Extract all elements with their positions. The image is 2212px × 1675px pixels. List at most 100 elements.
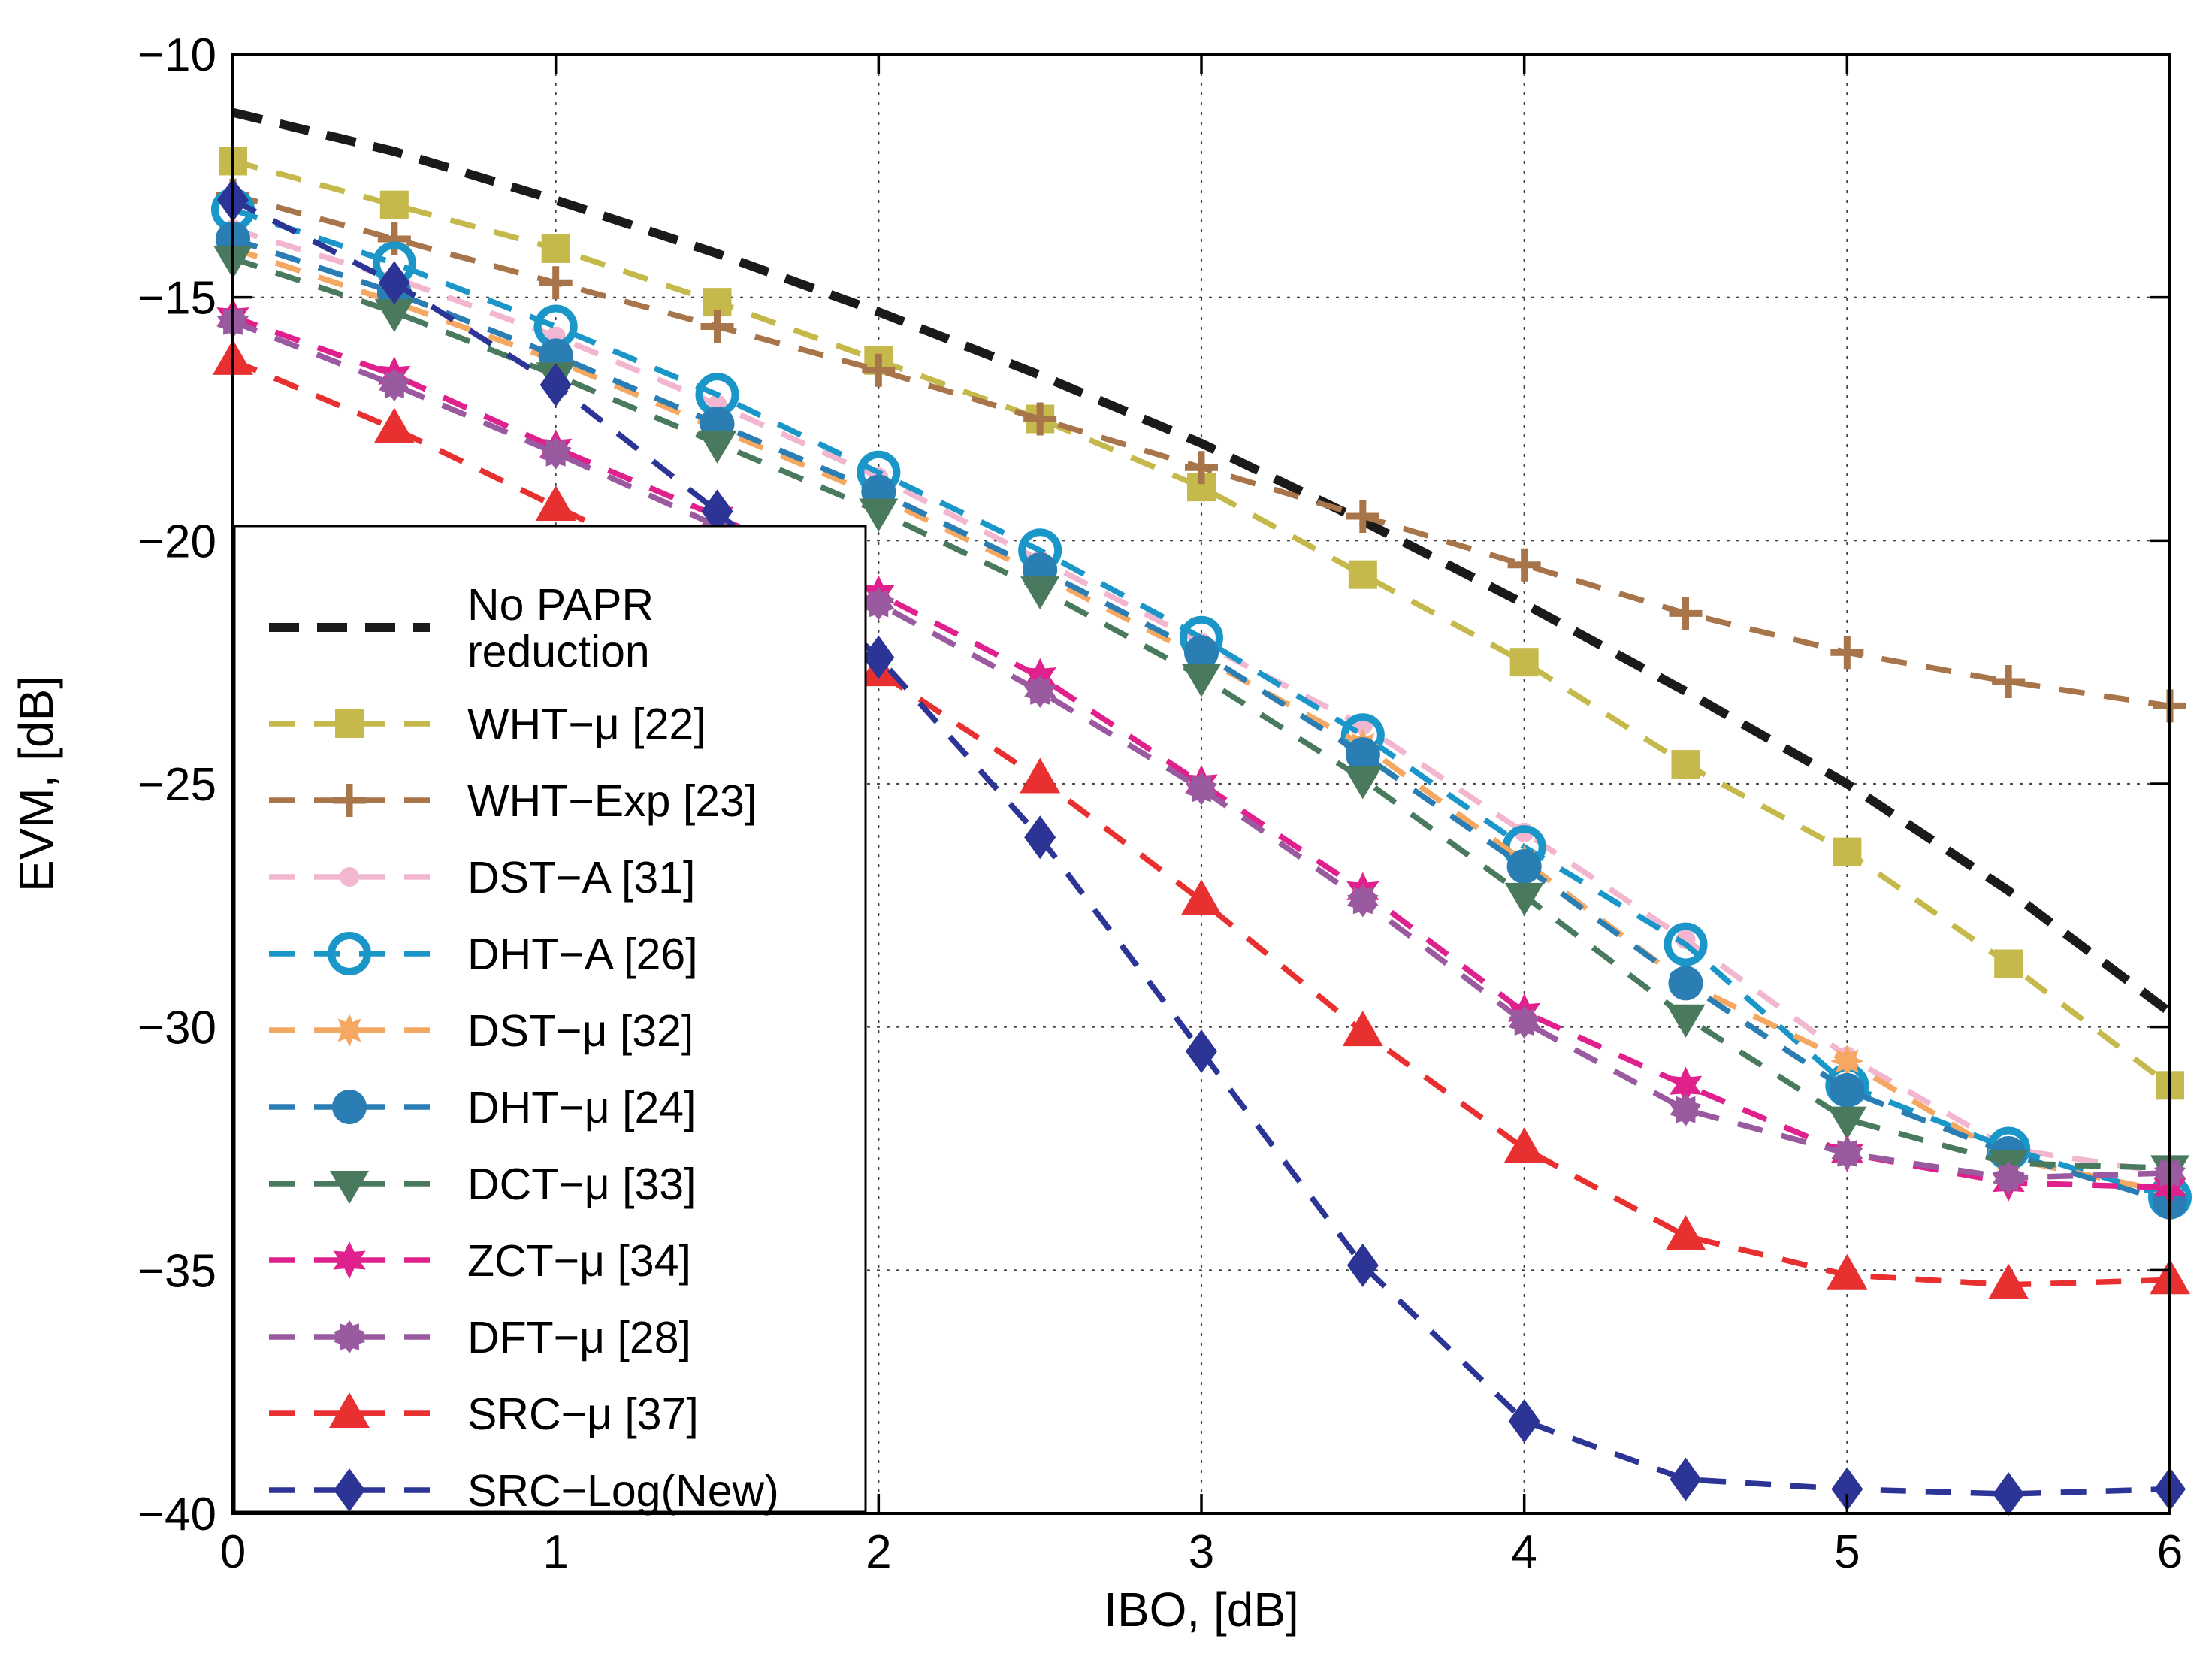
data-point: [1342, 1011, 1383, 1047]
data-point: [1503, 1127, 1545, 1163]
series-no-papr-reduction: [231, 107, 2173, 1016]
y-tick-label: −35: [137, 1245, 216, 1297]
data-point: [1831, 1137, 1863, 1170]
data-point: [859, 498, 899, 532]
data-point: [541, 234, 570, 263]
legend-label: DST−A [31]: [467, 853, 695, 903]
legend-label: WHT−μ [22]: [467, 700, 706, 749]
x-axis-label: IBO, [dB]: [1104, 1583, 1299, 1637]
legend-box: [233, 525, 867, 1513]
legend-marker: [328, 932, 371, 975]
data-point: [1020, 576, 1060, 610]
x-tick-label: 3: [1189, 1526, 1214, 1578]
data-point: [863, 587, 895, 621]
legend-entry-wht-exp-23: WHT−Exp [23]: [269, 776, 757, 826]
data-point: [1186, 1029, 1217, 1074]
data-point: [862, 353, 896, 387]
legend-label: DST−μ [32]: [467, 1006, 694, 1056]
data-point: [1669, 597, 1703, 630]
legend-label: SRC−Log(New): [467, 1466, 779, 1516]
data-point: [539, 363, 572, 407]
y-tick-label: −10: [137, 29, 216, 81]
data-point: [1670, 1093, 1702, 1126]
data-point: [1020, 757, 1061, 794]
legend-entry-src-37: SRC−μ [37]: [269, 1389, 699, 1439]
legend-marker: [330, 1171, 369, 1204]
legend-label: DCT−μ [33]: [467, 1159, 697, 1209]
legend-label: ZCT−μ [34]: [467, 1236, 691, 1286]
legend-marker: [333, 784, 366, 817]
data-point: [1827, 1106, 1867, 1140]
data-point: [1186, 772, 1217, 806]
x-tick-labels: 0 1 2 3 4 5 6: [220, 1526, 2183, 1578]
series-src-log-new: [217, 178, 2186, 1516]
data-point: [1830, 1072, 1865, 1108]
legend-label: WHT−Exp [23]: [467, 776, 757, 826]
legend-marker: [333, 1241, 366, 1279]
legend-entry-dft-28: DFT−μ [28]: [269, 1313, 691, 1362]
data-point: [1507, 548, 1541, 582]
data-point: [1668, 966, 1703, 1001]
data-point: [1831, 1467, 1863, 1511]
data-point: [1993, 1472, 2025, 1516]
data-point: [1664, 922, 1708, 966]
legend-label: DHT−A [26]: [467, 930, 698, 979]
data-point: [1185, 451, 1218, 485]
legend-marker: [333, 1014, 366, 1047]
legend-label: reduction: [467, 627, 650, 676]
x-tick-label: 1: [542, 1526, 568, 1578]
data-point: [378, 368, 410, 402]
y-tick-label: −30: [137, 1002, 216, 1054]
data-point: [1509, 648, 1539, 677]
legend-marker: [329, 1392, 370, 1428]
data-point: [1184, 635, 1219, 670]
y-tick-label: −15: [137, 273, 216, 325]
x-tick-label: 2: [866, 1526, 891, 1578]
data-point: [539, 266, 573, 300]
data-point: [1830, 636, 1864, 670]
legend-marker: [332, 1090, 367, 1124]
data-point: [374, 299, 414, 333]
series-line: [231, 107, 2173, 1016]
data-point: [1181, 879, 1222, 915]
data-point: [701, 489, 733, 534]
legend-marker: [334, 1468, 365, 1512]
data-point: [1666, 1004, 1706, 1038]
legend-marker: [340, 867, 359, 887]
series-wht-exp-23: [216, 178, 2186, 723]
legend-entry-wht-22: WHT−μ [22]: [269, 700, 706, 749]
data-point: [1992, 665, 2026, 699]
data-point: [378, 261, 410, 305]
data-point: [1993, 1161, 2025, 1195]
legend-entry-dst-a-31: DST−A [31]: [269, 853, 695, 903]
y-tick-label: −40: [137, 1489, 216, 1540]
data-point: [379, 190, 409, 219]
data-point: [1508, 1005, 1540, 1039]
legend-entry-zct-34: ZCT−μ [34]: [269, 1236, 691, 1286]
data-point: [1346, 499, 1379, 533]
legend-label: DHT−μ [24]: [467, 1083, 697, 1132]
data-point: [1348, 560, 1377, 589]
data-point: [1670, 1457, 1702, 1501]
data-point: [373, 407, 415, 443]
data-point: [539, 436, 572, 470]
x-tick-label: 6: [2157, 1526, 2183, 1578]
data-point: [1669, 1066, 1703, 1105]
y-tick-label: −20: [137, 516, 216, 567]
legend-entry-src-log-new: SRC−Log(New): [269, 1466, 779, 1516]
data-point: [1346, 1243, 1379, 1287]
data-point: [1024, 815, 1056, 860]
legend-label: SRC−μ [37]: [467, 1389, 699, 1439]
data-point: [1504, 882, 1544, 916]
data-point: [700, 310, 734, 343]
x-tick-label: 4: [1511, 1526, 1537, 1578]
data-point: [1024, 675, 1056, 708]
y-tick-label: −25: [137, 759, 216, 811]
legend-label: DFT−μ [28]: [467, 1313, 691, 1362]
data-point: [1506, 849, 1542, 884]
data-point: [1994, 949, 2023, 978]
y-tick-labels: −10 −15 −20 −25 −30 −35 −40: [137, 29, 216, 1540]
data-point: [1671, 750, 1700, 779]
